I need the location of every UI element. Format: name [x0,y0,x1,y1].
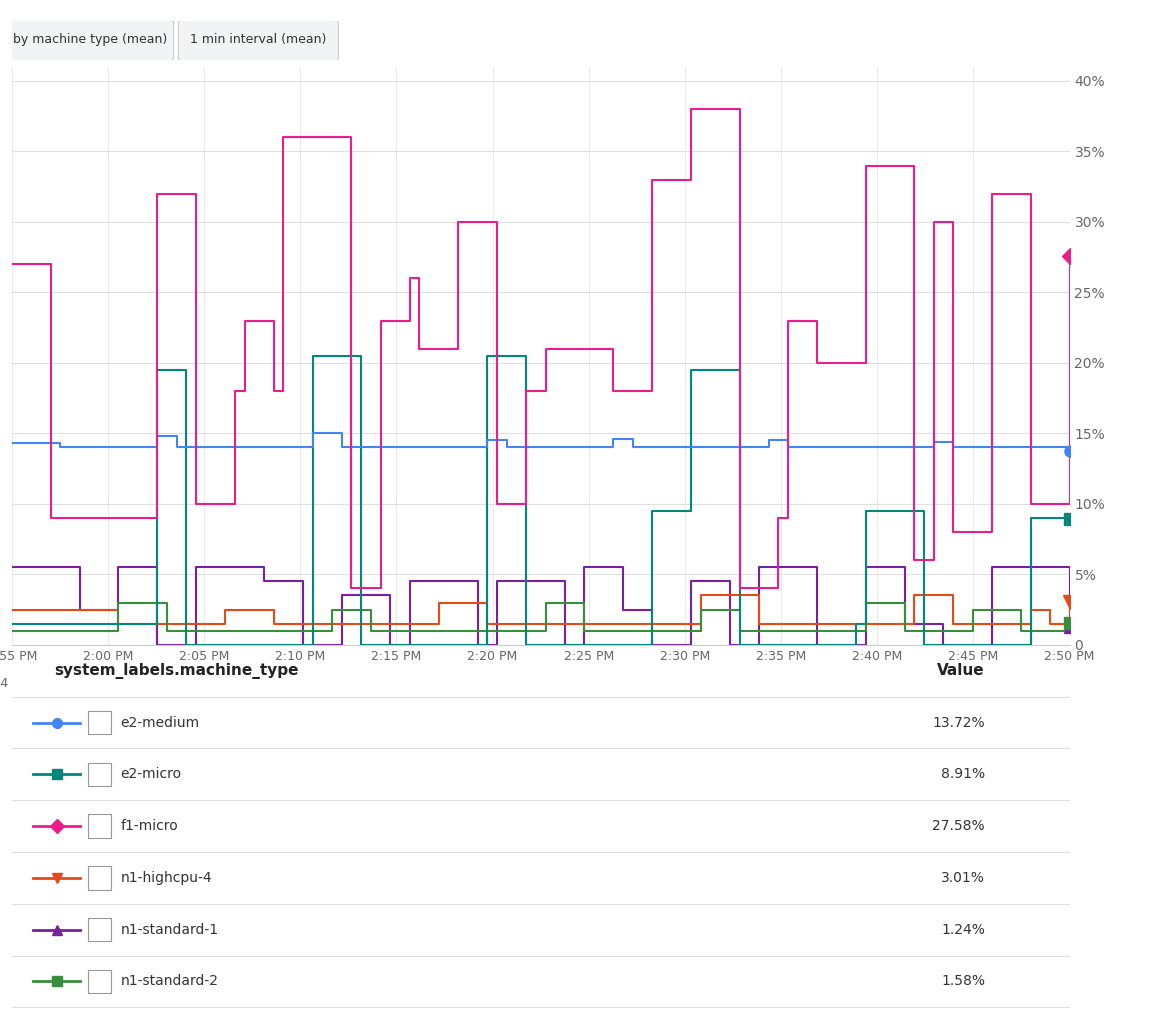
Text: 1.24%: 1.24% [941,923,985,937]
FancyBboxPatch shape [88,867,111,889]
Text: 1 min interval (mean): 1 min interval (mean) [191,33,326,46]
Text: e2-medium: e2-medium [120,715,200,730]
FancyBboxPatch shape [88,710,111,734]
FancyBboxPatch shape [179,21,338,61]
FancyBboxPatch shape [88,814,111,838]
FancyBboxPatch shape [88,969,111,993]
Text: 1.58%: 1.58% [941,975,985,989]
Text: UTC-4: UTC-4 [0,676,9,690]
Text: f1-micro: f1-micro [120,819,179,833]
FancyBboxPatch shape [88,918,111,942]
Text: 27.58%: 27.58% [933,819,985,833]
Text: e2-micro: e2-micro [120,767,182,781]
Text: n1-standard-2: n1-standard-2 [120,975,219,989]
Text: n1-highcpu-4: n1-highcpu-4 [120,871,213,885]
Text: by machine type (mean): by machine type (mean) [13,33,167,46]
Text: 3.01%: 3.01% [941,871,985,885]
Text: Value: Value [938,663,985,678]
Text: 8.91%: 8.91% [941,767,985,781]
FancyBboxPatch shape [7,21,173,61]
Text: system_labels.machine_type: system_labels.machine_type [54,663,298,678]
Text: n1-standard-1: n1-standard-1 [120,923,219,937]
Text: 13.72%: 13.72% [933,715,985,730]
FancyBboxPatch shape [88,763,111,786]
